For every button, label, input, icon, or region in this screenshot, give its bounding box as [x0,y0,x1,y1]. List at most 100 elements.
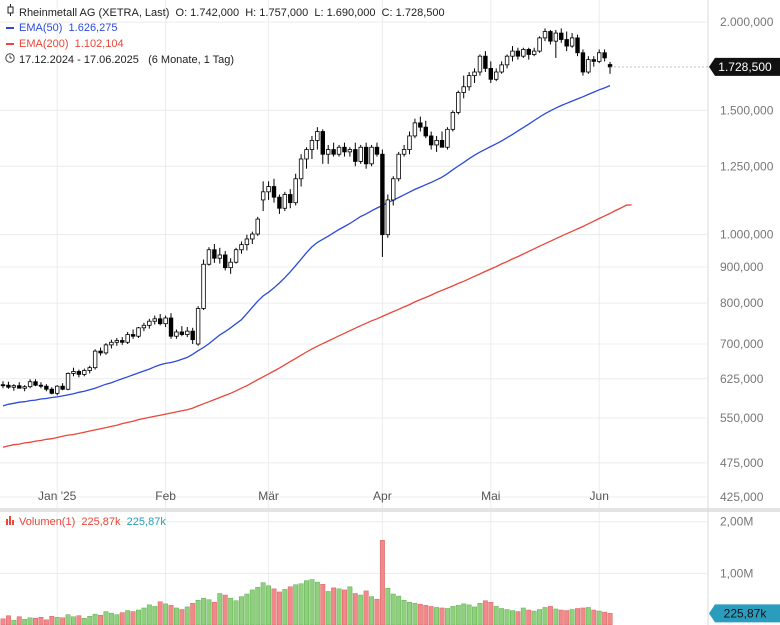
volume-value-red: 225,87k [81,516,121,528]
candle [591,56,596,67]
candle [461,75,466,99]
volume-bar [580,607,586,625]
candle [526,47,531,60]
date-range[interactable]: 17.12.2024 - 17.06.2025 (6 Monate, 1 Tag… [5,52,234,68]
main-panel-bg [0,0,780,508]
volume-badge-label: 225,87k [724,606,768,620]
grid-lines [0,0,708,625]
candle [190,327,195,345]
volume-bar [575,608,580,625]
volume-bar [92,613,98,625]
volume-bar [173,607,179,625]
volume-bar [417,604,423,625]
candle-body [228,261,233,269]
x-tick-label: Mai [481,489,500,503]
candle-body [163,317,168,325]
candle-body [271,186,277,198]
clock-icon [5,52,15,68]
candle [179,326,185,337]
candle [472,68,477,84]
candle [233,247,239,264]
candle-body [369,146,374,165]
candle [325,144,331,164]
volume-bar [0,618,6,625]
volume-bar [564,610,570,625]
candle [374,142,380,157]
candle-body [494,71,499,80]
volume-bar [537,609,543,625]
volume-bar [201,597,206,625]
candle [586,56,591,74]
last-price-badge [709,57,780,76]
volume-bar [314,581,320,625]
candle-body [190,330,195,341]
candle [49,387,54,395]
candle [0,381,6,389]
volume-bar [374,598,380,625]
y-tick-label: 900,000 [720,260,764,274]
candle [239,241,244,254]
volume-bar [228,597,234,625]
candle [130,329,136,339]
candle-body [434,140,439,146]
volume-bar [71,616,76,625]
ema200-legend[interactable]: EMA(200) 1.102,104 [5,36,124,52]
volume-bar [222,594,228,625]
volume-bar [352,593,358,625]
candle-body [374,146,380,155]
volume-bar [472,606,477,625]
candle-body [6,384,11,388]
volume-bar [108,612,114,625]
volume-label: Volumen(1) [19,516,76,528]
ema50-legend[interactable]: EMA(50) 1.626,275 [5,20,117,36]
ema50-line-icon [5,20,15,36]
candle [531,47,537,57]
volume-bar [190,603,196,625]
candle [466,71,472,91]
volume-bar [309,579,315,625]
candle-body [206,249,212,265]
candle-body [27,381,33,388]
volume-bar [531,610,537,625]
candle-body [477,55,483,73]
candle [391,176,396,206]
candle [125,331,130,345]
candle [185,326,190,338]
volume-bar [33,618,38,625]
candle [418,116,423,132]
candle [109,339,114,349]
candle-body [33,381,38,386]
volume-legend[interactable]: Volumen(1) 225,87k 225,87k [5,515,166,528]
candle-body [353,149,358,162]
candle [309,135,315,159]
volume-bar [119,612,125,625]
volume-bar [390,593,396,625]
candle [499,61,504,74]
candle-body [223,254,228,269]
candle [11,384,17,391]
volume-bar [16,616,22,625]
volume-bar [602,611,608,625]
y-tick-label: 1.500,000 [720,103,774,117]
volume-bar [206,599,212,625]
candle-body [185,330,190,335]
volume-bar [547,606,553,625]
candle-body [499,64,504,73]
candle [369,144,374,167]
volume-bar [304,580,309,625]
candle-body [423,126,428,137]
candle-body [0,384,6,387]
candle [559,28,564,43]
candle [401,144,407,157]
candle [201,259,206,311]
candle-body [125,334,130,343]
candle-body [472,71,477,77]
x-tick-label: Mär [258,489,279,503]
candle-body [385,199,391,236]
volume-bar [27,617,33,625]
volume-bar [22,619,28,625]
candle-body [233,249,239,263]
volume-bar [98,614,104,625]
